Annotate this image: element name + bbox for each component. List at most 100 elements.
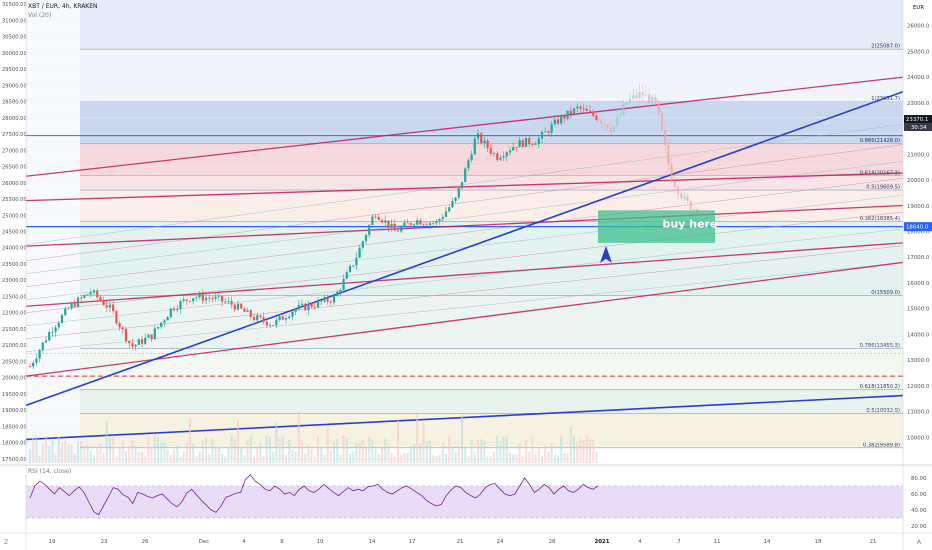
volume-bar: [285, 454, 287, 463]
candle-body: [28, 366, 32, 368]
candle-body: [476, 133, 480, 139]
candle-body: [38, 350, 41, 359]
candle-body: [377, 216, 380, 220]
volume-bar: [534, 453, 537, 463]
candle-body: [435, 221, 438, 224]
symbol-label[interactable]: XBT / EUR, 4h, KRAKEN: [28, 3, 98, 10]
x-tick-7: 14: [369, 539, 376, 545]
projection-candle: [676, 186, 680, 194]
volume-bar: [80, 441, 83, 463]
channel-line-1[interactable]: [25, 172, 904, 202]
volume-bar: [32, 437, 35, 463]
volume-bar: [483, 440, 486, 463]
volume-bar: [406, 452, 409, 463]
volume-bar: [179, 456, 182, 463]
volume-bar: [371, 440, 374, 463]
candle-body: [524, 138, 528, 147]
volume-bar: [45, 436, 47, 463]
volume-bar: [259, 441, 262, 463]
volume-bar: [563, 452, 566, 463]
candle-body: [512, 146, 515, 151]
volume-bar: [141, 451, 143, 463]
volume-bar: [214, 446, 217, 463]
lower-trendline[interactable]: [25, 394, 904, 441]
volume-bar: [192, 443, 195, 463]
volume-bar: [128, 446, 131, 463]
volume-bar: [61, 442, 63, 463]
candle-body: [163, 320, 166, 323]
volume-bar: [355, 443, 358, 463]
volume-bar: [400, 454, 403, 463]
channel-line-0[interactable]: [25, 76, 904, 177]
auto-scale-button[interactable]: A: [917, 539, 922, 546]
candle-body: [480, 133, 483, 144]
volume-bar: [342, 435, 345, 463]
candle-body: [150, 334, 153, 340]
candle-body: [224, 301, 227, 303]
projection-candle: [628, 98, 632, 103]
channel-line-2[interactable]: [25, 204, 904, 247]
up-arrow-icon[interactable]: [600, 245, 612, 263]
volume-bar: [233, 439, 236, 463]
volume-bar: [153, 435, 156, 463]
candle-body: [128, 341, 131, 344]
volume-bar: [576, 441, 579, 463]
right-tick-16: 10000.0: [907, 435, 930, 441]
candle-body: [528, 138, 531, 145]
candle-body: [595, 115, 598, 120]
candle-body: [160, 322, 163, 327]
candle-body: [188, 300, 192, 302]
candle-body: [448, 207, 451, 212]
candle-body: [416, 220, 419, 225]
x-tick-9: 21: [457, 539, 464, 545]
volume-label[interactable]: Vol (20): [28, 12, 52, 19]
currency-label: EUR: [913, 5, 924, 11]
buy-here-label[interactable]: buy here: [663, 218, 718, 231]
volume-bar: [249, 435, 252, 463]
volume-bar: [457, 446, 460, 463]
left-tick-25: 19000.00: [2, 408, 27, 414]
buy-zone-box[interactable]: [598, 210, 715, 243]
rsi-label[interactable]: RSI (14, close): [28, 468, 72, 475]
candle-body: [387, 220, 390, 228]
volume-bar: [201, 440, 204, 463]
channel-line-4[interactable]: [25, 261, 904, 377]
left-tick-23: 20000.00: [2, 376, 27, 382]
candle-body: [438, 219, 441, 222]
projection-candle: [680, 193, 683, 199]
projection-candle: [600, 120, 603, 124]
volume-bar: [41, 444, 44, 463]
volume-bar: [121, 440, 124, 463]
volume-bar: [525, 440, 527, 463]
candle-body: [137, 339, 140, 345]
rsi-line[interactable]: [29, 474, 599, 516]
left-tick-9: 27000.00: [2, 148, 27, 154]
candle-body: [460, 182, 464, 189]
candle-body: [57, 322, 60, 328]
projection-candle: [689, 201, 692, 210]
x-tick-6: 10: [317, 539, 324, 545]
candle-body: [67, 308, 70, 310]
right-tick-9: 17000.0: [907, 255, 930, 261]
channel-line-3[interactable]: [25, 242, 904, 307]
candle-body: [92, 290, 96, 293]
volume-bar: [77, 441, 79, 463]
candle-body: [166, 316, 169, 321]
candle-body: [121, 327, 124, 329]
volume-bar: [313, 456, 316, 463]
candle-body: [268, 325, 272, 326]
x-tick-13: 4: [638, 539, 642, 545]
candle-body: [592, 111, 595, 116]
left-tick-21: 21000.00: [2, 343, 27, 349]
candle-body: [83, 294, 86, 298]
volume-bar: [432, 455, 435, 463]
projection-candle: [635, 95, 638, 98]
zoom-button[interactable]: Z: [4, 539, 9, 546]
volume-bar: [144, 456, 147, 463]
candle-body: [140, 339, 144, 344]
main-trendline[interactable]: [25, 91, 904, 407]
volume-bar: [297, 411, 300, 463]
volume-bar: [541, 456, 543, 463]
